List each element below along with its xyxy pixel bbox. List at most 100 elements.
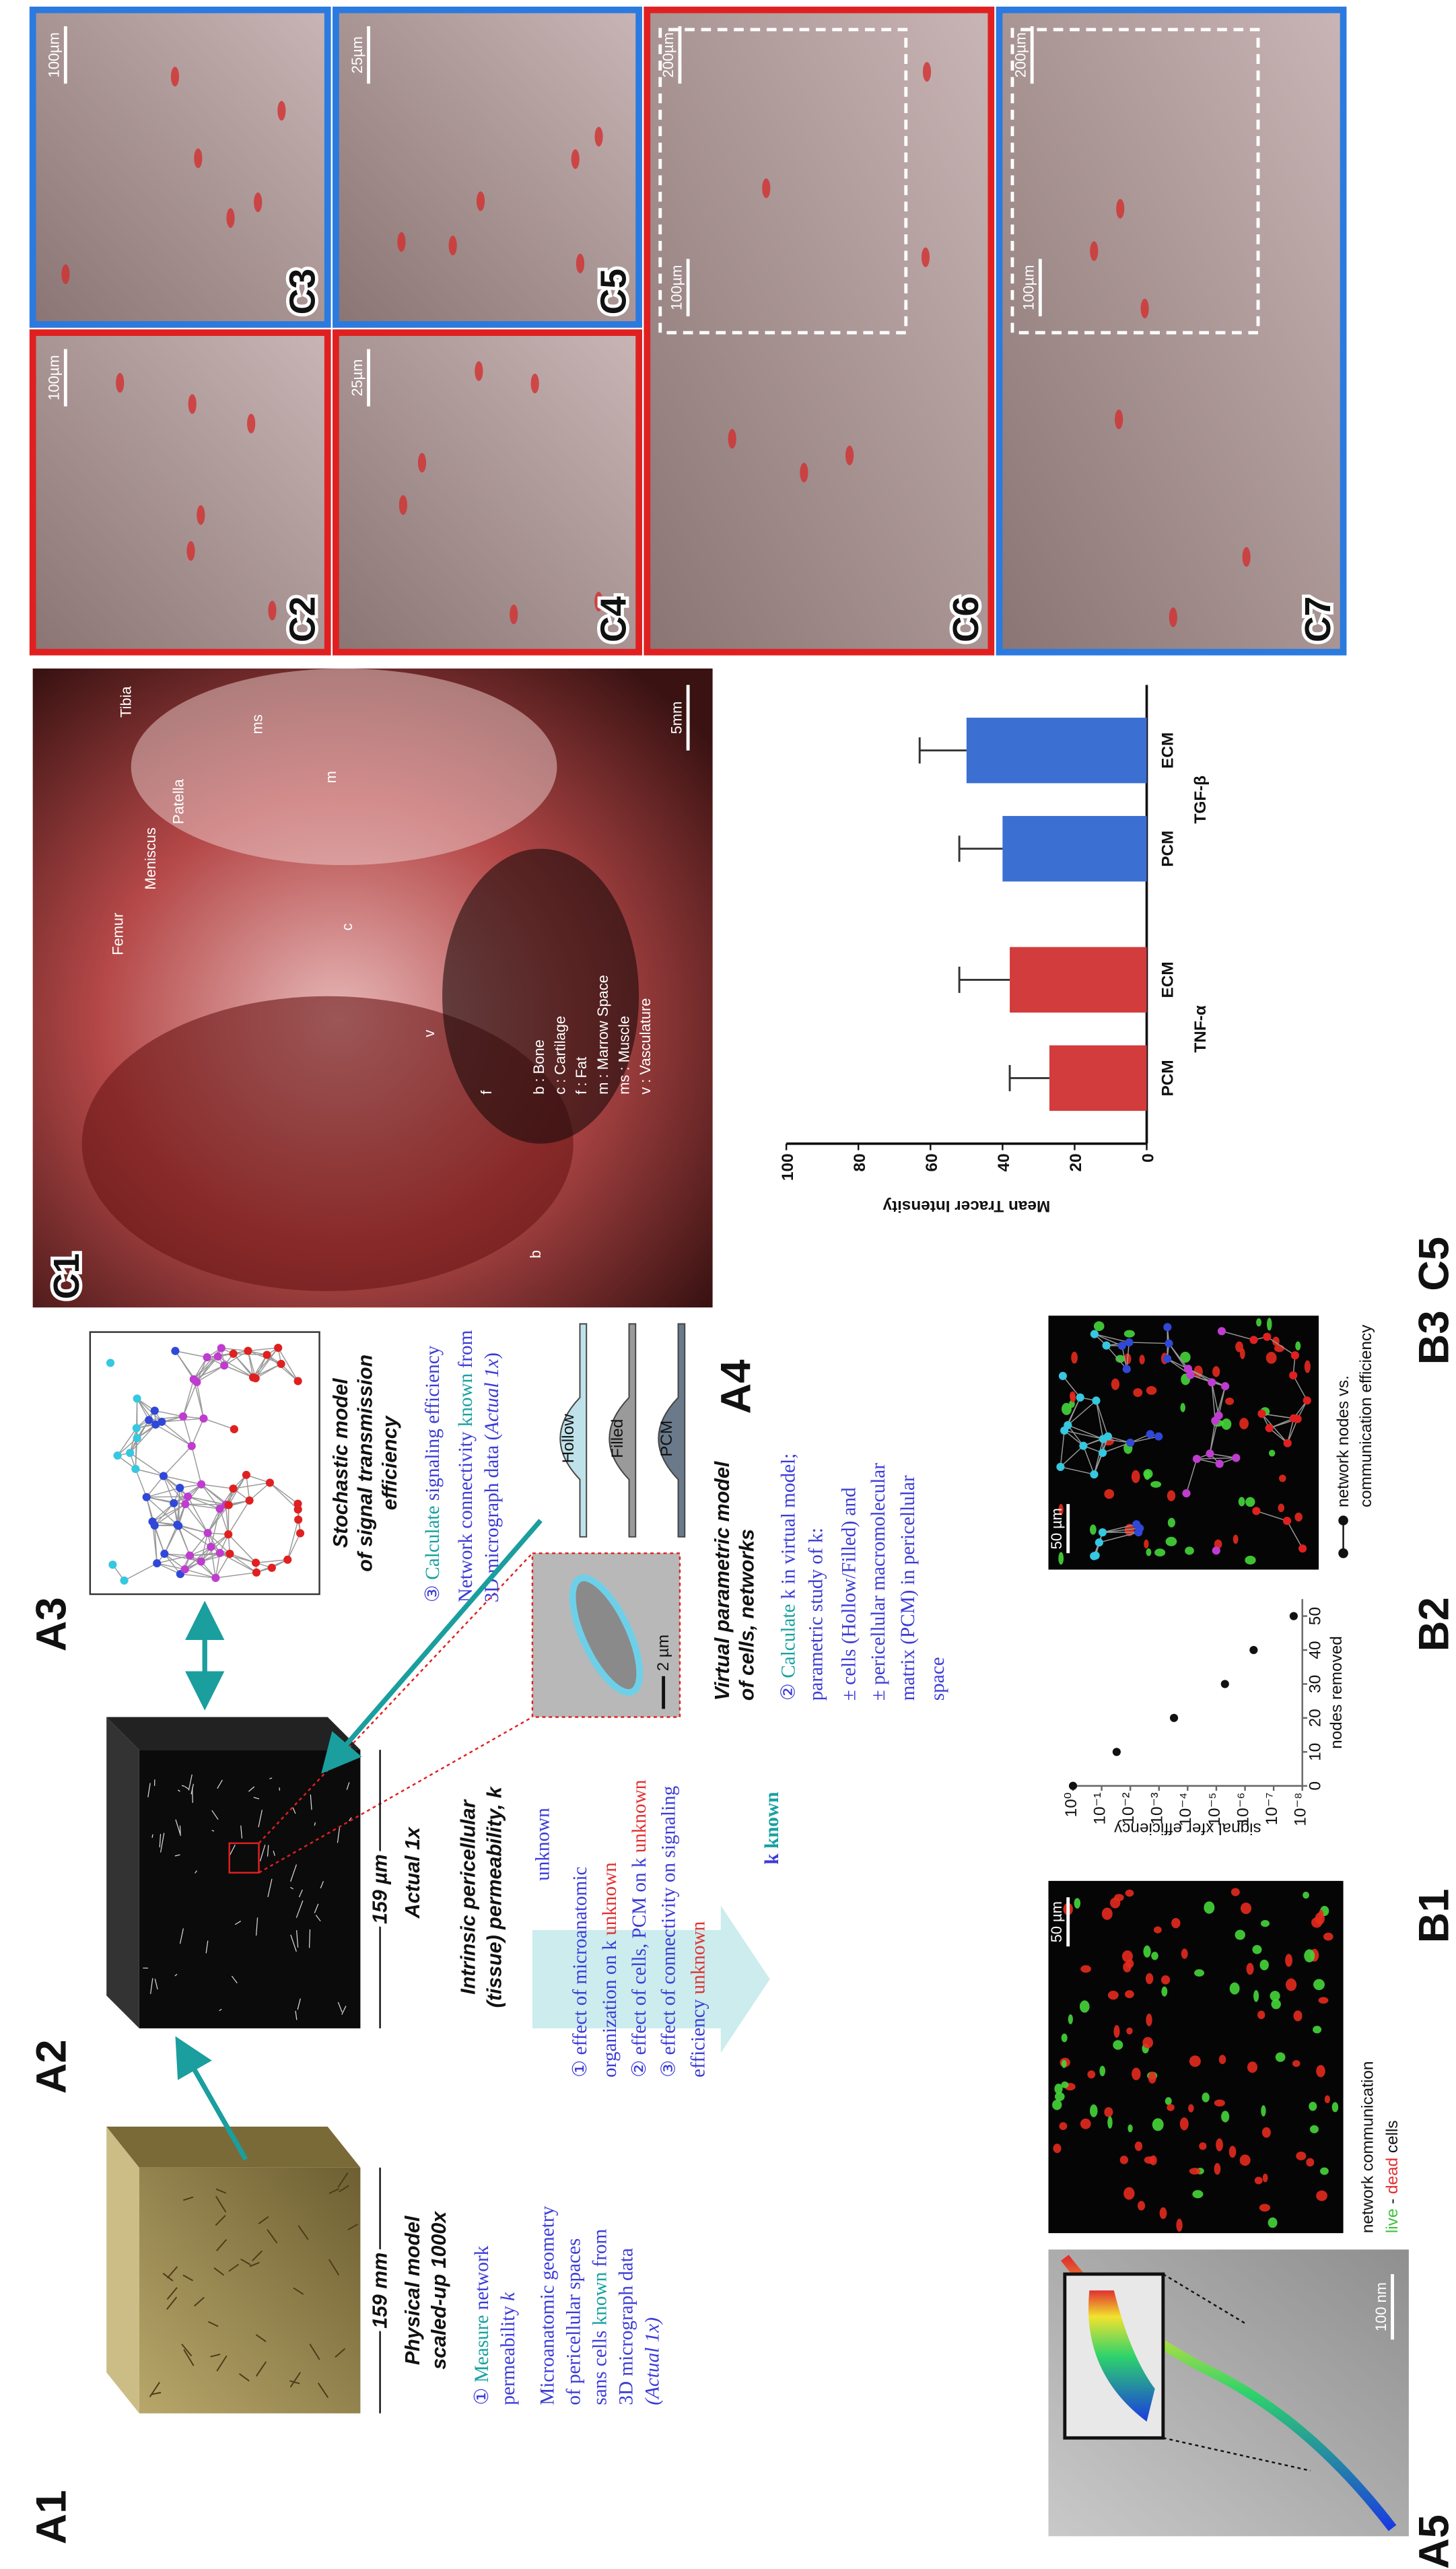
cell bbox=[1239, 2154, 1251, 2166]
network-edge bbox=[129, 1424, 156, 1453]
network-node bbox=[251, 1558, 261, 1567]
cell bbox=[1212, 1366, 1220, 1377]
arrow bbox=[321, 1519, 543, 1774]
network-edge bbox=[187, 1496, 220, 1509]
network-edge bbox=[164, 1553, 181, 1575]
item: ② effect of cells, PCM on k unknown bbox=[629, 1779, 650, 2078]
network-edge bbox=[223, 1350, 248, 1366]
network-edge bbox=[1106, 1345, 1128, 1370]
legend: v : Vasculature bbox=[637, 998, 654, 1095]
lacuna bbox=[1115, 409, 1123, 430]
network-edge bbox=[149, 1416, 184, 1421]
cell bbox=[1216, 2138, 1223, 2152]
region-mark: m bbox=[322, 771, 339, 783]
fiber bbox=[174, 1854, 180, 1857]
title: of cells, networks bbox=[735, 1529, 758, 1701]
network-edge bbox=[184, 1503, 209, 1534]
point bbox=[1249, 1645, 1258, 1655]
text-segment: signaling efficiency bbox=[422, 1345, 444, 1505]
network-edge bbox=[1286, 1520, 1303, 1549]
network-node bbox=[133, 1394, 141, 1403]
cell bbox=[1320, 2167, 1329, 2175]
scale-label: 200µm bbox=[1012, 32, 1029, 77]
text-segment: (Actual 1x) bbox=[642, 2317, 663, 2405]
step: ① Measure network bbox=[471, 2245, 493, 2405]
cell bbox=[1240, 1903, 1252, 1915]
text-segment: ① effect of microanatomic bbox=[569, 1867, 591, 2078]
fiber bbox=[298, 2225, 309, 2240]
network-edge bbox=[145, 1497, 153, 1522]
network-edge bbox=[146, 1487, 180, 1498]
network-edge bbox=[1196, 1457, 1237, 1460]
fiber bbox=[154, 1979, 158, 1990]
network-node bbox=[215, 1548, 224, 1557]
network-node bbox=[1283, 1439, 1292, 1447]
cell bbox=[1071, 1351, 1078, 1364]
network-edge bbox=[129, 1428, 137, 1453]
x-tick-label: ECM bbox=[1158, 961, 1177, 998]
panel-label: C3 bbox=[283, 269, 322, 314]
cell bbox=[1143, 1945, 1151, 1958]
network-node bbox=[211, 1573, 220, 1582]
network-node bbox=[159, 1472, 168, 1480]
cell bbox=[1247, 2061, 1258, 2074]
text-segment: sans cells bbox=[589, 2325, 611, 2405]
panel-label: C5 bbox=[594, 269, 634, 314]
cell bbox=[1194, 1969, 1204, 1977]
cell bbox=[1313, 1979, 1325, 1991]
network-node bbox=[1117, 1341, 1126, 1350]
fiber bbox=[194, 2296, 205, 2307]
text-segment: ) bbox=[481, 1352, 503, 1359]
cell bbox=[1144, 1470, 1151, 1480]
network-node bbox=[142, 1493, 151, 1501]
item: efficiency unknown bbox=[687, 1921, 709, 2077]
network-node bbox=[153, 1559, 162, 1568]
text-segment: ③ bbox=[422, 1580, 444, 1602]
lacuna bbox=[417, 452, 427, 473]
cell bbox=[1188, 2104, 1194, 2113]
network-edge bbox=[1062, 1375, 1081, 1398]
caption: scaled-up 1000x bbox=[427, 2211, 450, 2370]
dimension: 159 mm bbox=[368, 2253, 391, 2329]
cell bbox=[1254, 2177, 1263, 2185]
text-segment: efficiency bbox=[687, 1994, 709, 2077]
cell bbox=[1151, 1952, 1158, 1960]
legend: f : Fat bbox=[573, 1057, 590, 1095]
fiber bbox=[166, 2287, 178, 2300]
network-edge bbox=[228, 1534, 256, 1563]
fiber bbox=[290, 1864, 298, 1882]
physical-model-top bbox=[106, 2126, 139, 2413]
fiber bbox=[174, 1973, 178, 1977]
fiber bbox=[211, 1810, 219, 1820]
network-edge bbox=[154, 1410, 184, 1417]
network-edge bbox=[164, 1553, 190, 1556]
fiber bbox=[151, 1834, 153, 1839]
cell bbox=[1171, 1918, 1181, 1929]
fiber bbox=[216, 2355, 228, 2372]
cell bbox=[1093, 1321, 1105, 1332]
text-segment: space bbox=[927, 1657, 948, 1701]
fiber bbox=[181, 2343, 193, 2357]
network-node bbox=[176, 1483, 184, 1493]
model-diagram bbox=[658, 1323, 686, 1538]
network-edge bbox=[287, 1533, 301, 1561]
scale-label: 50 µm bbox=[1048, 1901, 1065, 1942]
fiber bbox=[314, 1903, 319, 1913]
cell bbox=[1131, 1470, 1140, 1483]
figure-content: A1 159 mm Physical model scaled-up 1000x ① M… bbox=[28, 6, 1456, 2569]
region-mark: b bbox=[527, 1250, 544, 1258]
x-tick-label: 10 bbox=[1306, 1743, 1324, 1761]
cell bbox=[1331, 2102, 1339, 2113]
network-node bbox=[1102, 1341, 1111, 1350]
panel-label: C4 bbox=[594, 596, 634, 642]
cell bbox=[1253, 1990, 1259, 2002]
scale-label: 100µm bbox=[46, 32, 63, 77]
fiber bbox=[255, 1917, 258, 1936]
fiber bbox=[289, 2372, 301, 2388]
cell bbox=[1259, 2203, 1271, 2212]
cell bbox=[1079, 2000, 1090, 2013]
model-name: Hollow bbox=[559, 1414, 578, 1463]
network-node bbox=[183, 1492, 193, 1501]
cell bbox=[1239, 1418, 1249, 1430]
y-tick-label: 80 bbox=[851, 1153, 869, 1171]
